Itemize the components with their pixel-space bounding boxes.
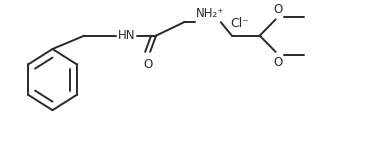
Text: O: O bbox=[273, 56, 282, 69]
Text: HN: HN bbox=[117, 29, 135, 42]
Text: Cl⁻: Cl⁻ bbox=[230, 17, 249, 30]
Text: O: O bbox=[273, 3, 282, 16]
Text: NH₂⁺: NH₂⁺ bbox=[196, 7, 224, 20]
Text: O: O bbox=[143, 58, 153, 71]
